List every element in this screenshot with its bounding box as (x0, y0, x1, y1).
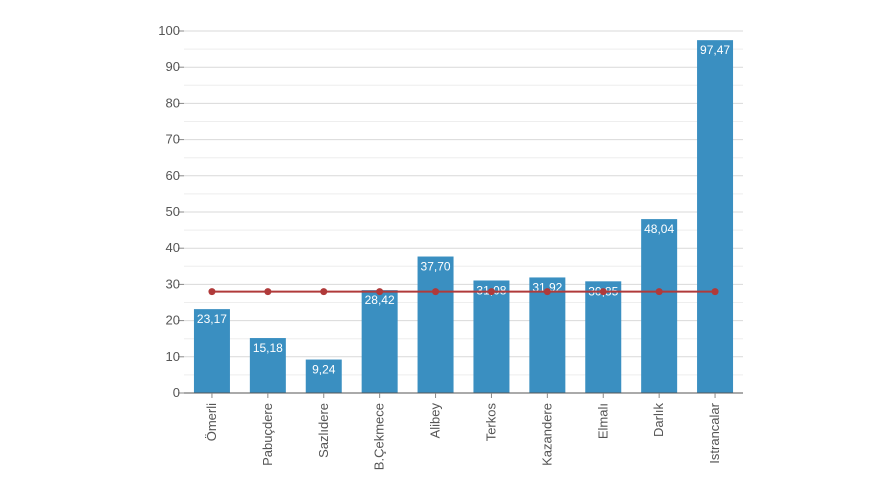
x-category-label: Sazlıdere (316, 403, 331, 458)
bar (529, 277, 566, 393)
bar-value-label: 23,17 (197, 312, 227, 326)
bar-value-label: 28,42 (365, 293, 395, 307)
bar-value-label: 48,04 (644, 222, 674, 236)
x-category-label: Pabuçdere (260, 403, 275, 466)
average-line-point (487, 288, 495, 296)
bar-value-label: 97,47 (700, 43, 730, 57)
average-line-point (264, 288, 272, 296)
x-axis: Ömerli Pabuçdere Sazlıdere B.Çekmece Alibey T… (184, 392, 743, 470)
average-line-point (208, 288, 216, 296)
y-tick-label: 50 (166, 204, 180, 219)
average-line-point (599, 288, 607, 296)
bar (417, 256, 454, 393)
y-tick-label: 90 (166, 59, 180, 74)
bar (361, 290, 398, 393)
average-line-point (711, 288, 719, 296)
y-tick-label: 10 (166, 349, 180, 364)
average-line-point (320, 288, 328, 296)
bar (193, 309, 230, 393)
bar-value-label: 37,70 (421, 260, 451, 274)
y-tick-label: 0 (173, 385, 180, 400)
x-category-label: Darlık (651, 403, 666, 437)
y-tick-label: 60 (166, 168, 180, 183)
y-tick-label: 80 (166, 95, 180, 110)
bar (585, 281, 622, 393)
average-line-point (432, 288, 440, 296)
bar-series (193, 40, 734, 393)
average-line-series (208, 288, 719, 296)
bar (305, 359, 342, 393)
bar (697, 40, 734, 393)
y-tick-label: 100 (158, 23, 180, 38)
x-category-label: Kazandere (539, 403, 554, 466)
y-tick-label: 40 (166, 240, 180, 255)
x-category-label: Alibey (428, 403, 443, 439)
x-category-label: Ömerli (204, 403, 219, 441)
x-category-label: Terkos (483, 403, 498, 442)
bar-value-label: 9,24 (312, 363, 336, 377)
average-line-point (376, 288, 384, 296)
y-tick-label: 70 (166, 132, 180, 147)
bar-value-label: 15,18 (253, 341, 283, 355)
bar (473, 280, 510, 393)
y-tick-label: 30 (166, 276, 180, 291)
average-line-point (655, 288, 663, 296)
y-tick-label: 20 (166, 313, 180, 328)
x-category-label: Elmalı (595, 403, 610, 439)
average-line-point (543, 288, 551, 296)
y-axis: 0 10 20 30 40 50 60 70 80 90 100 (158, 23, 184, 400)
bar (641, 219, 678, 393)
x-category-label: Istrancalar (707, 402, 722, 463)
x-category-label: B.Çekmece (372, 403, 387, 470)
bar (249, 338, 286, 393)
